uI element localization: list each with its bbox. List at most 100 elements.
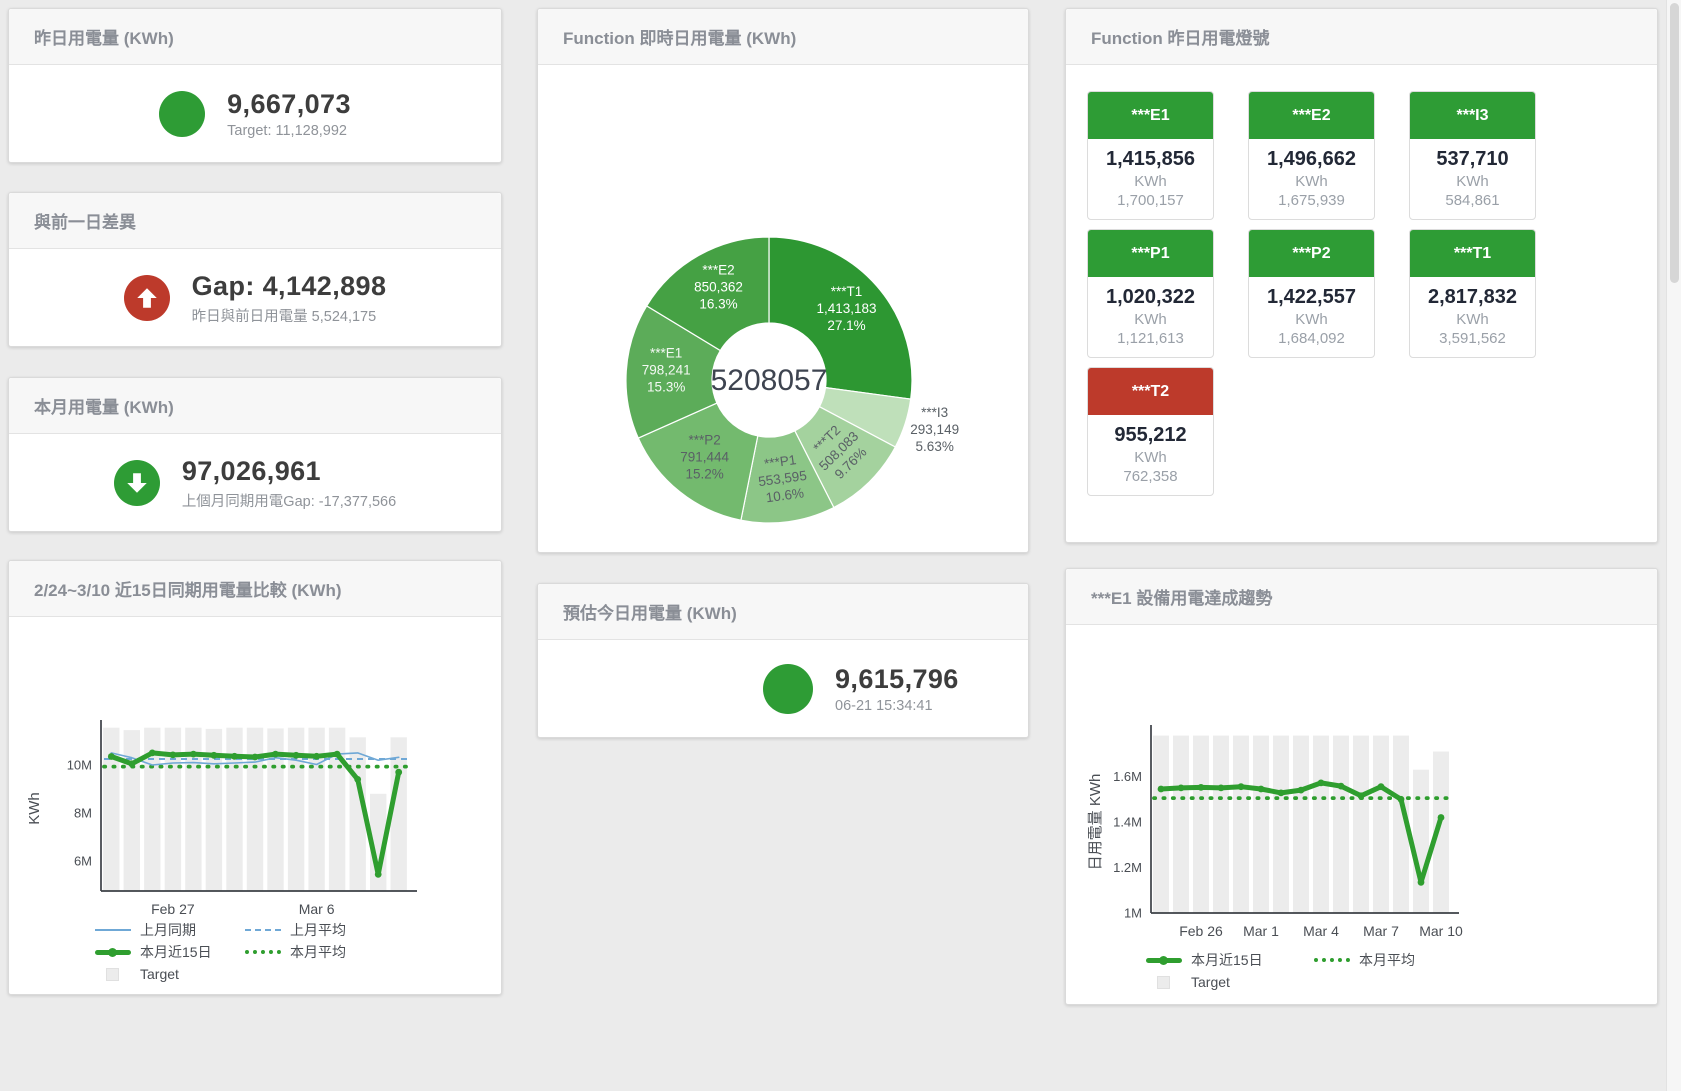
- svg-text:6M: 6M: [74, 854, 92, 869]
- legend-item-target[interactable]: Target: [1146, 974, 1314, 990]
- svg-text:15.2%: 15.2%: [685, 466, 723, 481]
- stat-value: 9,615,796: [835, 664, 959, 694]
- device-name: ***E1: [1088, 92, 1213, 139]
- svg-text:日用電量 KWh: 日用電量 KWh: [1087, 774, 1104, 871]
- legend-label: Target: [1191, 974, 1230, 990]
- legend-label: 本月平均: [290, 944, 346, 960]
- device-unit: KWh: [1134, 173, 1167, 190]
- stat-body: 9,667,073 Target: 11,128,992: [9, 65, 501, 163]
- panel-yesterday-lights: Function 昨日用電燈號 ***E1 1,415,856 KWh 1,700,1…: [1065, 8, 1658, 543]
- svg-text:Mar 1: Mar 1: [1243, 923, 1279, 939]
- svg-text:10M: 10M: [67, 758, 92, 773]
- svg-text:1,413,183: 1,413,183: [816, 301, 876, 316]
- svg-text:***P2: ***P2: [688, 432, 720, 447]
- svg-text:16.3%: 16.3%: [699, 296, 737, 311]
- device-tile-P2[interactable]: ***P2 1,422,557 KWh 1,684,092: [1248, 229, 1375, 358]
- svg-text:***I3: ***I3: [921, 405, 948, 420]
- device-usage-value: 1,496,662: [1267, 148, 1356, 170]
- panel-title[interactable]: 本月用電量 (KWh): [9, 378, 501, 434]
- device-target-value: 1,700,157: [1117, 192, 1184, 209]
- green-line-swatch-icon: [95, 947, 131, 957]
- svg-text:1.4M: 1.4M: [1113, 815, 1142, 830]
- svg-text:1.2M: 1.2M: [1113, 860, 1142, 875]
- compare-line-chart[interactable]: 6M 8M 10M Feb 27 Mar 6 KWh: [9, 617, 501, 917]
- svg-text:553,595: 553,595: [757, 468, 807, 489]
- svg-text:1M: 1M: [1124, 906, 1142, 921]
- panel-title[interactable]: Function 即時日用電量 (KWh): [538, 9, 1028, 65]
- panel-title-text: 昨日用電量 (KWh): [34, 29, 174, 48]
- svg-text:KWh: KWh: [26, 792, 43, 825]
- device-target-value: 762,358: [1123, 468, 1178, 485]
- legend-item-thismonth[interactable]: 本月近15日: [95, 942, 245, 962]
- svg-text:***E2: ***E2: [702, 262, 734, 277]
- device-usage-value: 955,212: [1114, 424, 1187, 446]
- svg-text:5208057: 5208057: [711, 364, 828, 397]
- svg-text:Mar 10: Mar 10: [1419, 923, 1463, 939]
- device-name: ***P1: [1088, 230, 1213, 277]
- device-usage-value: 2,817,832: [1428, 286, 1517, 308]
- panel-15day-compare: 2/24~3/10 近15日同期用電量比較 (KWh) 6M 8M 10M Feb 2…: [8, 560, 502, 995]
- device-tile-I3[interactable]: ***I3 537,710 KWh 584,861: [1409, 91, 1536, 220]
- device-unit: KWh: [1295, 311, 1328, 328]
- svg-text:8M: 8M: [74, 806, 92, 821]
- legend-item-thismonth[interactable]: 本月近15日: [1146, 950, 1314, 970]
- scrollbar-track[interactable]: [1666, 0, 1681, 1091]
- chart-legend: 本月近15日 本月平均 Target: [1146, 949, 1490, 993]
- device-name: ***T2: [1088, 368, 1213, 415]
- svg-text:791,444: 791,444: [680, 449, 729, 464]
- arrow-up-icon: [123, 275, 170, 321]
- e1-trend-line-chart[interactable]: 1M 1.2M 1.4M 1.6M Feb 26 Mar 1 Mar 4 Mar 7 Mar 1…: [1066, 625, 1659, 943]
- legend-label: 上月平均: [290, 922, 346, 938]
- green-dot-swatch-icon: [1314, 958, 1350, 962]
- svg-text:5.63%: 5.63%: [916, 439, 954, 454]
- panel-title[interactable]: 2/24~3/10 近15日同期用電量比較 (KWh): [9, 561, 501, 617]
- green-line-swatch-icon: [1146, 955, 1182, 965]
- green-dot-swatch-icon: [245, 950, 281, 954]
- svg-text:Feb 26: Feb 26: [1179, 923, 1223, 939]
- panel-title-text: 本月用電量 (KWh): [34, 398, 174, 417]
- panel-title[interactable]: 昨日用電量 (KWh): [9, 9, 501, 65]
- arrow-down-icon: [113, 460, 160, 506]
- stat-value: 9,667,073: [227, 89, 351, 119]
- device-unit: KWh: [1456, 173, 1489, 190]
- stat-body: 97,026,961 上個月同期用電Gap: -17,377,566: [9, 434, 501, 532]
- panel-title[interactable]: 預估今日用電量 (KWh): [538, 584, 1028, 640]
- device-tile-grid: ***E1 1,415,856 KWh 1,700,157 ***E2 1,496,662…: [1087, 91, 1536, 496]
- panel-title-text: Function 即時日用電量 (KWh): [563, 29, 797, 48]
- svg-text:10.6%: 10.6%: [765, 485, 805, 505]
- stat-timestamp: 06-21 15:34:41: [835, 698, 933, 714]
- legend-item-thismonth-avg[interactable]: 本月平均: [245, 942, 421, 962]
- device-target-value: 584,861: [1445, 192, 1500, 209]
- device-tile-T1[interactable]: ***T1 2,817,832 KWh 3,591,562: [1409, 229, 1536, 358]
- svg-text:***T1: ***T1: [831, 284, 863, 299]
- stat-body: 9,615,796 06-21 15:34:41: [538, 640, 1028, 738]
- device-tile-E2[interactable]: ***E2 1,496,662 KWh 1,675,939: [1248, 91, 1375, 220]
- chart-legend: 上月同期 上月平均 本月近15日 本月平均 Target: [95, 919, 421, 985]
- svg-text:15.3%: 15.3%: [647, 380, 685, 395]
- legend-item-thismonth-avg[interactable]: 本月平均: [1314, 950, 1490, 970]
- panel-forecast-usage: 預估今日用電量 (KWh) 9,615,796 06-21 15:34:41: [537, 583, 1029, 738]
- legend-item-lastmonth-avg[interactable]: 上月平均: [245, 920, 421, 940]
- device-target-value: 1,684,092: [1278, 330, 1345, 347]
- device-tile-E1[interactable]: ***E1 1,415,856 KWh 1,700,157: [1087, 91, 1214, 220]
- device-unit: KWh: [1134, 449, 1167, 466]
- panel-title[interactable]: 與前一日差異: [9, 193, 501, 249]
- panel-title[interactable]: ***E1 設備用電達成趨勢: [1066, 569, 1657, 625]
- scrollbar-thumb[interactable]: [1669, 3, 1679, 283]
- realtime-usage-donut-chart[interactable]: ***T11,413,18327.1%***I3293,1495.63%***T…: [538, 65, 1030, 553]
- device-unit: KWh: [1295, 173, 1328, 190]
- svg-text:798,241: 798,241: [642, 363, 691, 378]
- blue-line-swatch-icon: [95, 929, 131, 931]
- stat-value: 97,026,961: [181, 455, 321, 486]
- panel-e1-trend: ***E1 設備用電達成趨勢 1M 1.2M 1.4M 1.6M Feb 26 Mar 1…: [1065, 568, 1658, 1005]
- legend-item-lastmonth[interactable]: 上月同期: [95, 920, 245, 940]
- panel-title[interactable]: Function 昨日用電燈號: [1066, 9, 1657, 65]
- legend-label: 本月近15日: [1191, 952, 1263, 968]
- device-tile-T2[interactable]: ***T2 955,212 KWh 762,358: [1087, 367, 1214, 496]
- device-unit: KWh: [1456, 311, 1489, 328]
- device-tile-P1[interactable]: ***P1 1,020,322 KWh 1,121,613: [1087, 229, 1214, 358]
- svg-text:Mar 7: Mar 7: [1363, 923, 1399, 939]
- svg-text:***E1: ***E1: [650, 346, 682, 361]
- legend-item-target[interactable]: Target: [95, 966, 245, 982]
- panel-realtime-usage: Function 即時日用電量 (KWh) ***T1 1,413,183 27.1…: [537, 8, 1029, 553]
